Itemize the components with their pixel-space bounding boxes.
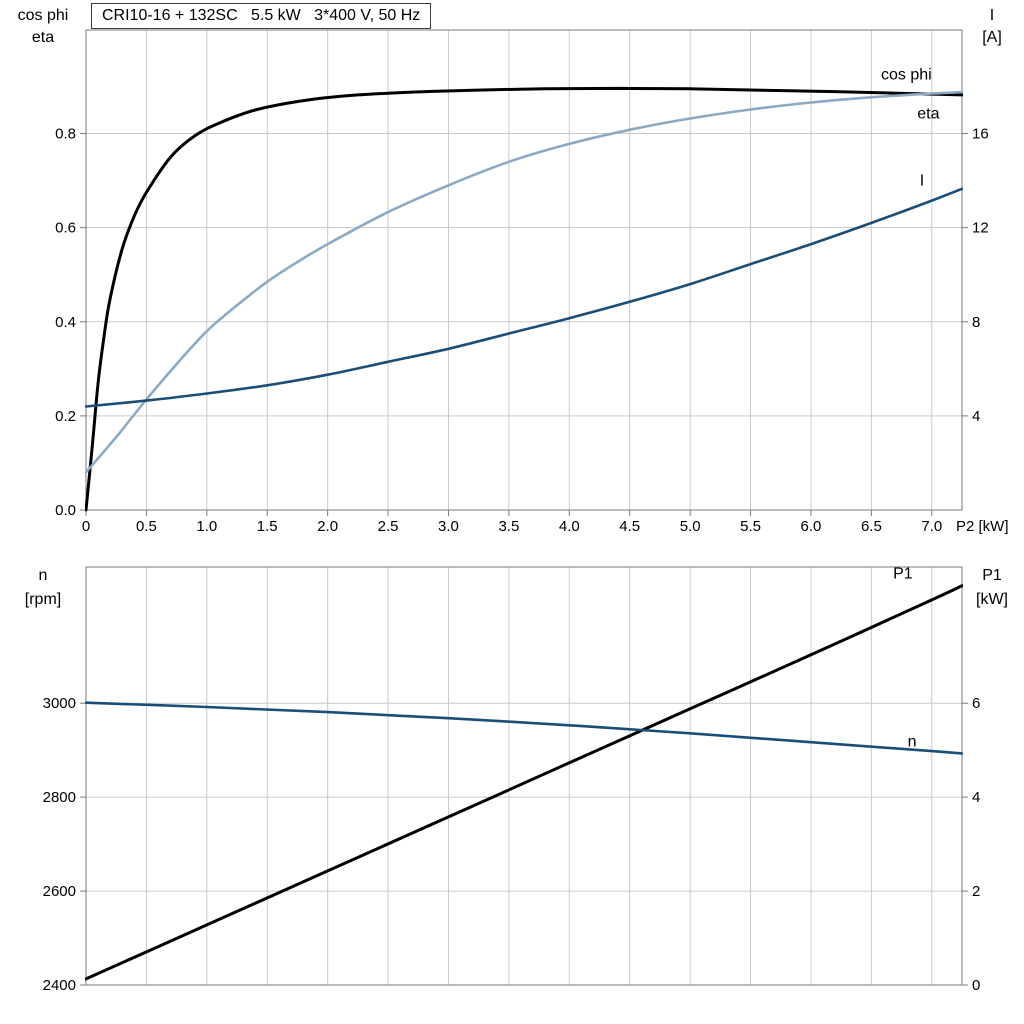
x-tick-label: 4.0 [559,518,580,535]
right-tick-label: 2 [972,883,980,900]
right-tick-label: 12 [972,220,989,237]
right-tick-label: 8 [972,314,980,331]
x-tick-label: 0 [82,518,90,535]
right-axis-title: P1 [982,567,1002,584]
curve-current [85,187,963,408]
left-tick-label: 2800 [43,789,76,806]
x-tick-label: 5.5 [740,518,761,535]
left-tick-label: 0.8 [55,126,76,143]
x-tick-label: 1.5 [257,518,278,535]
left-axis-title: cos phi [18,7,69,24]
left-axis-title: eta [32,29,54,46]
right-tick-label: 0 [972,977,980,994]
plot-frame [85,566,963,986]
left-tick-label: 0.0 [55,502,76,519]
curve-label-p1: P1 [893,566,913,583]
x-tick-label: 6.0 [801,518,822,535]
x-tick-label: 0.5 [136,518,157,535]
chart-title: CRI10-16 + 132SC 5.5 kW 3*400 V, 50 Hz [91,3,432,29]
curve-label-speed: n [908,733,917,750]
left-axis-title: [rpm] [25,591,61,608]
left-tick-label: 0.6 [55,220,76,237]
curve-eta [85,86,963,512]
right-axis-title: [kW] [976,591,1008,608]
x-tick-label: 1.0 [196,518,217,535]
left-tick-label: 3000 [43,695,76,712]
plot-frame [85,29,963,511]
x-axis-label: P2 [kW] [956,518,1009,535]
x-tick-label: 3.5 [498,518,519,535]
right-tick-label: 16 [972,126,989,143]
left-tick-label: 0.4 [55,314,76,331]
x-tick-label: 3.0 [438,518,459,535]
curve-label-cos-phi: cos phi [881,66,932,83]
x-tick-label: 4.5 [619,518,640,535]
right-axis-title: [A] [982,29,1002,46]
x-tick-label: 6.5 [861,518,882,535]
right-tick-label: 6 [972,695,980,712]
x-tick-label: 7.0 [921,518,942,535]
left-axis-title: n [39,567,48,584]
curve-cos-phi [85,90,963,474]
x-tick-label: 2.0 [317,518,338,535]
left-tick-label: 2400 [43,977,76,994]
left-tick-label: 0.2 [55,408,76,425]
right-tick-label: 4 [972,408,980,425]
curve-p1 [85,584,963,981]
right-axis-title: I [990,7,994,24]
right-tick-label: 4 [972,789,980,806]
curve-label-current: I [920,172,924,189]
curve-label-eta: eta [917,105,939,122]
curve-speed [85,701,963,755]
x-tick-label: 2.5 [378,518,399,535]
x-tick-label: 5.0 [680,518,701,535]
left-tick-label: 2600 [43,883,76,900]
